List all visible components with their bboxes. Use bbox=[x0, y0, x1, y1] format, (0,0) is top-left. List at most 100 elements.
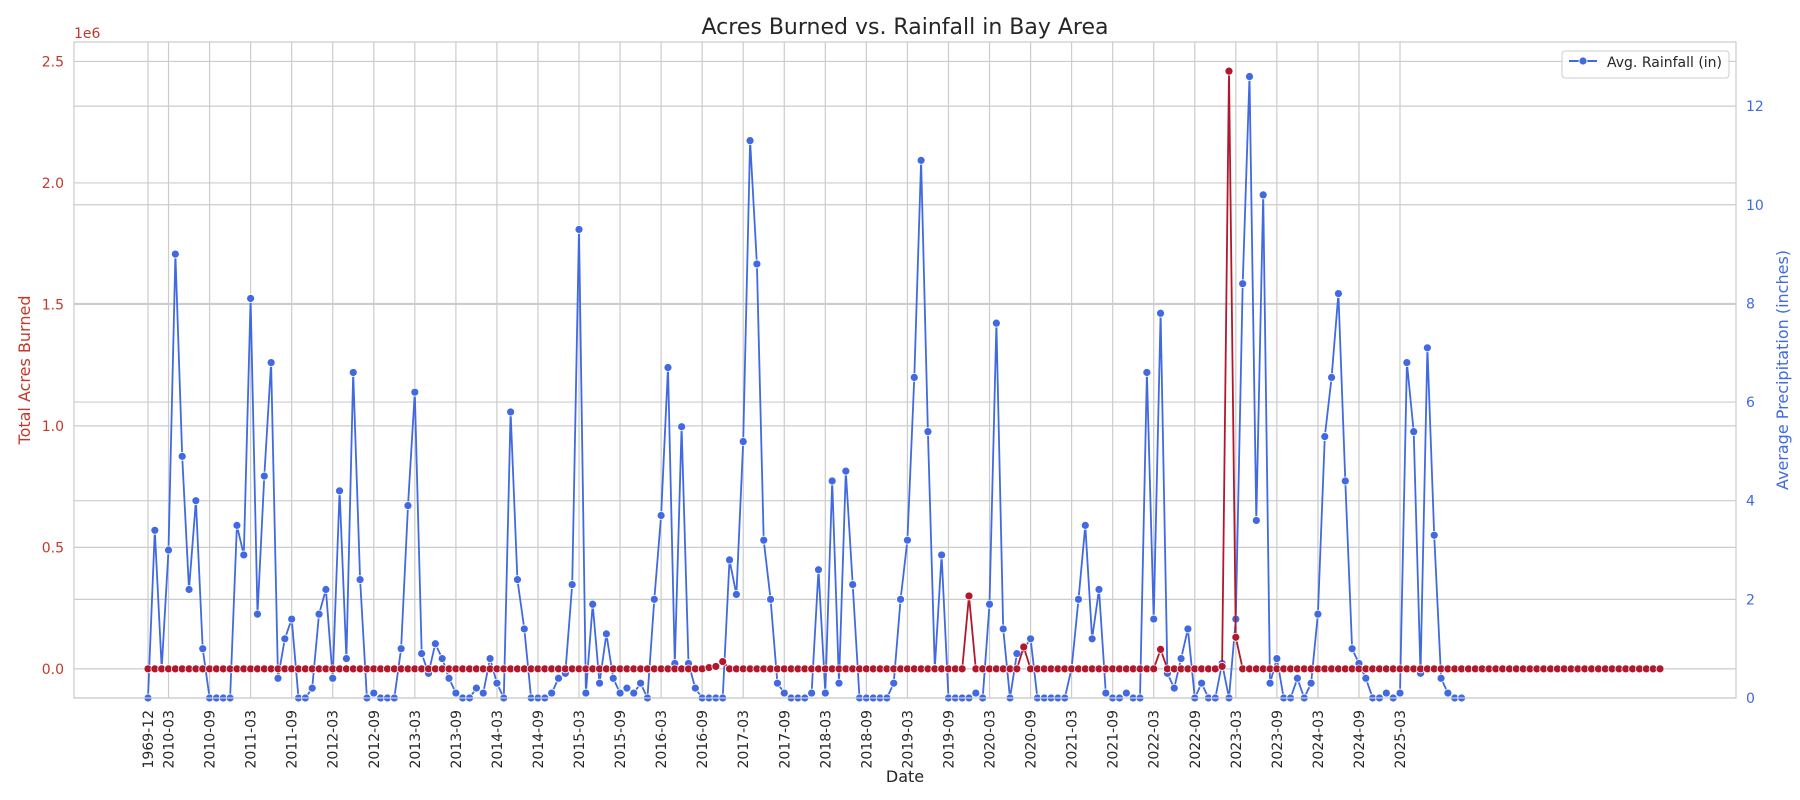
rainfall-point bbox=[1012, 649, 1022, 659]
x-tick-label: 2014-03 bbox=[490, 710, 506, 769]
rainfall-point bbox=[1436, 673, 1446, 683]
rainfall-point bbox=[485, 654, 495, 663]
x-tick-label: 1969-12 bbox=[141, 710, 157, 769]
rainfall-point bbox=[1443, 688, 1453, 698]
rainfall-point bbox=[1409, 427, 1419, 437]
x-axis-title: Date bbox=[886, 767, 924, 786]
left-tick-label: 2.5 bbox=[42, 54, 64, 70]
rainfall-point bbox=[1395, 688, 1405, 698]
rainfall-point bbox=[1381, 688, 1391, 698]
rainfall-point bbox=[478, 688, 488, 698]
rainfall-point bbox=[1176, 654, 1186, 663]
rainfall-point bbox=[266, 358, 276, 368]
rainfall-point bbox=[1429, 530, 1439, 540]
x-tick-label: 2019-09 bbox=[941, 710, 957, 769]
x-tick-label: 2019-03 bbox=[900, 710, 916, 769]
acres-point bbox=[1655, 664, 1665, 674]
x-tick-label: 2025-03 bbox=[1393, 710, 1409, 769]
rainfall-point bbox=[403, 501, 413, 511]
rainfall-point bbox=[622, 683, 632, 693]
rainfall-point bbox=[937, 550, 947, 560]
rainfall-point bbox=[1292, 673, 1302, 683]
rainfall-point bbox=[636, 678, 645, 688]
left-axis-title: Total Acres Burned bbox=[15, 296, 34, 446]
x-tick-label: 2012-09 bbox=[367, 710, 383, 769]
rainfall-point bbox=[253, 609, 262, 619]
rainfall-point bbox=[807, 688, 817, 698]
rainfall-point bbox=[1313, 609, 1323, 619]
rainfall-point bbox=[1340, 476, 1350, 486]
acres-point bbox=[957, 664, 967, 674]
rainfall-point bbox=[629, 688, 639, 698]
rainfall-point bbox=[738, 437, 748, 446]
rainfall-point bbox=[1402, 358, 1412, 368]
rainfall-point bbox=[239, 550, 249, 560]
rainfall-point bbox=[909, 372, 919, 382]
x-tick-label: 2015-03 bbox=[572, 710, 588, 769]
rainfall-point bbox=[328, 673, 338, 683]
left-tick-label: 0.0 bbox=[42, 662, 64, 678]
rainfall-point bbox=[492, 678, 502, 688]
rainfall-point bbox=[1306, 678, 1316, 688]
acres-point bbox=[1149, 664, 1159, 674]
x-tick-label: 2011-09 bbox=[285, 710, 301, 769]
x-tick-label: 2011-03 bbox=[244, 710, 260, 769]
rainfall-point bbox=[1327, 372, 1337, 382]
rainfall-point bbox=[280, 634, 290, 644]
x-tick-label: 2014-09 bbox=[531, 710, 547, 769]
rainfall-point bbox=[725, 555, 734, 565]
right-tick-label: 6 bbox=[1746, 395, 1755, 411]
rainfall-point bbox=[1149, 614, 1159, 624]
left-axis-offset-label: 1e6 bbox=[74, 26, 101, 42]
rainfall-point bbox=[547, 688, 557, 698]
x-tick-label: 2023-03 bbox=[1229, 710, 1245, 769]
x-tick-label: 2012-03 bbox=[326, 710, 342, 769]
rainfall-point bbox=[191, 496, 201, 506]
rainfall-point bbox=[506, 407, 516, 417]
rainfall-point bbox=[601, 629, 611, 639]
left-tick-label: 2.0 bbox=[42, 176, 64, 192]
rainfall-point bbox=[773, 678, 782, 688]
rainfall-point bbox=[841, 466, 851, 476]
rainfall-point bbox=[1094, 585, 1104, 594]
x-tick-label: 2010-03 bbox=[162, 710, 178, 769]
acres-point bbox=[1231, 632, 1241, 642]
acres-point bbox=[1019, 642, 1029, 652]
legend: Avg. Rainfall (in) bbox=[1561, 50, 1730, 79]
rainfall-point bbox=[170, 249, 180, 259]
right-tick-label: 10 bbox=[1746, 198, 1764, 214]
x-tick-label: 2017-03 bbox=[736, 710, 752, 769]
rainfall-point bbox=[615, 688, 625, 698]
rainfall-point bbox=[1074, 594, 1083, 604]
right-y-axis: 0 2 4 6 8 10 12 bbox=[1746, 99, 1764, 707]
rainfall-point bbox=[649, 594, 659, 604]
rainfall-point bbox=[232, 520, 242, 530]
rainfall-point bbox=[1080, 520, 1090, 530]
rainfall-point bbox=[321, 585, 331, 594]
x-tick-label: 2024-09 bbox=[1352, 710, 1368, 769]
rainfall-point bbox=[759, 535, 769, 545]
right-tick-label: 2 bbox=[1746, 592, 1755, 608]
x-tick-label: 2013-09 bbox=[449, 710, 465, 769]
rainfall-point bbox=[396, 644, 406, 654]
right-tick-label: 8 bbox=[1746, 296, 1755, 312]
rainfall-point bbox=[451, 688, 461, 698]
rainfall-point bbox=[1026, 634, 1035, 644]
rainfall-point bbox=[287, 614, 297, 624]
rainfall-point bbox=[1183, 624, 1193, 634]
x-tick-label: 2022-09 bbox=[1188, 710, 1204, 769]
rainfall-point bbox=[369, 688, 379, 698]
acres-point bbox=[1217, 662, 1227, 671]
rainfall-point bbox=[731, 590, 741, 599]
legend-marker bbox=[1578, 56, 1588, 66]
rainfall-point bbox=[1087, 634, 1097, 644]
rainfall-point bbox=[656, 511, 666, 520]
rainfall-point bbox=[184, 585, 194, 594]
legend-box bbox=[1561, 50, 1730, 79]
rainfall-point bbox=[1197, 678, 1207, 688]
x-tick-label: 2024-03 bbox=[1311, 710, 1327, 769]
rainfall-point bbox=[779, 688, 789, 698]
acres-point bbox=[718, 657, 728, 666]
right-tick-label: 0 bbox=[1746, 691, 1755, 707]
